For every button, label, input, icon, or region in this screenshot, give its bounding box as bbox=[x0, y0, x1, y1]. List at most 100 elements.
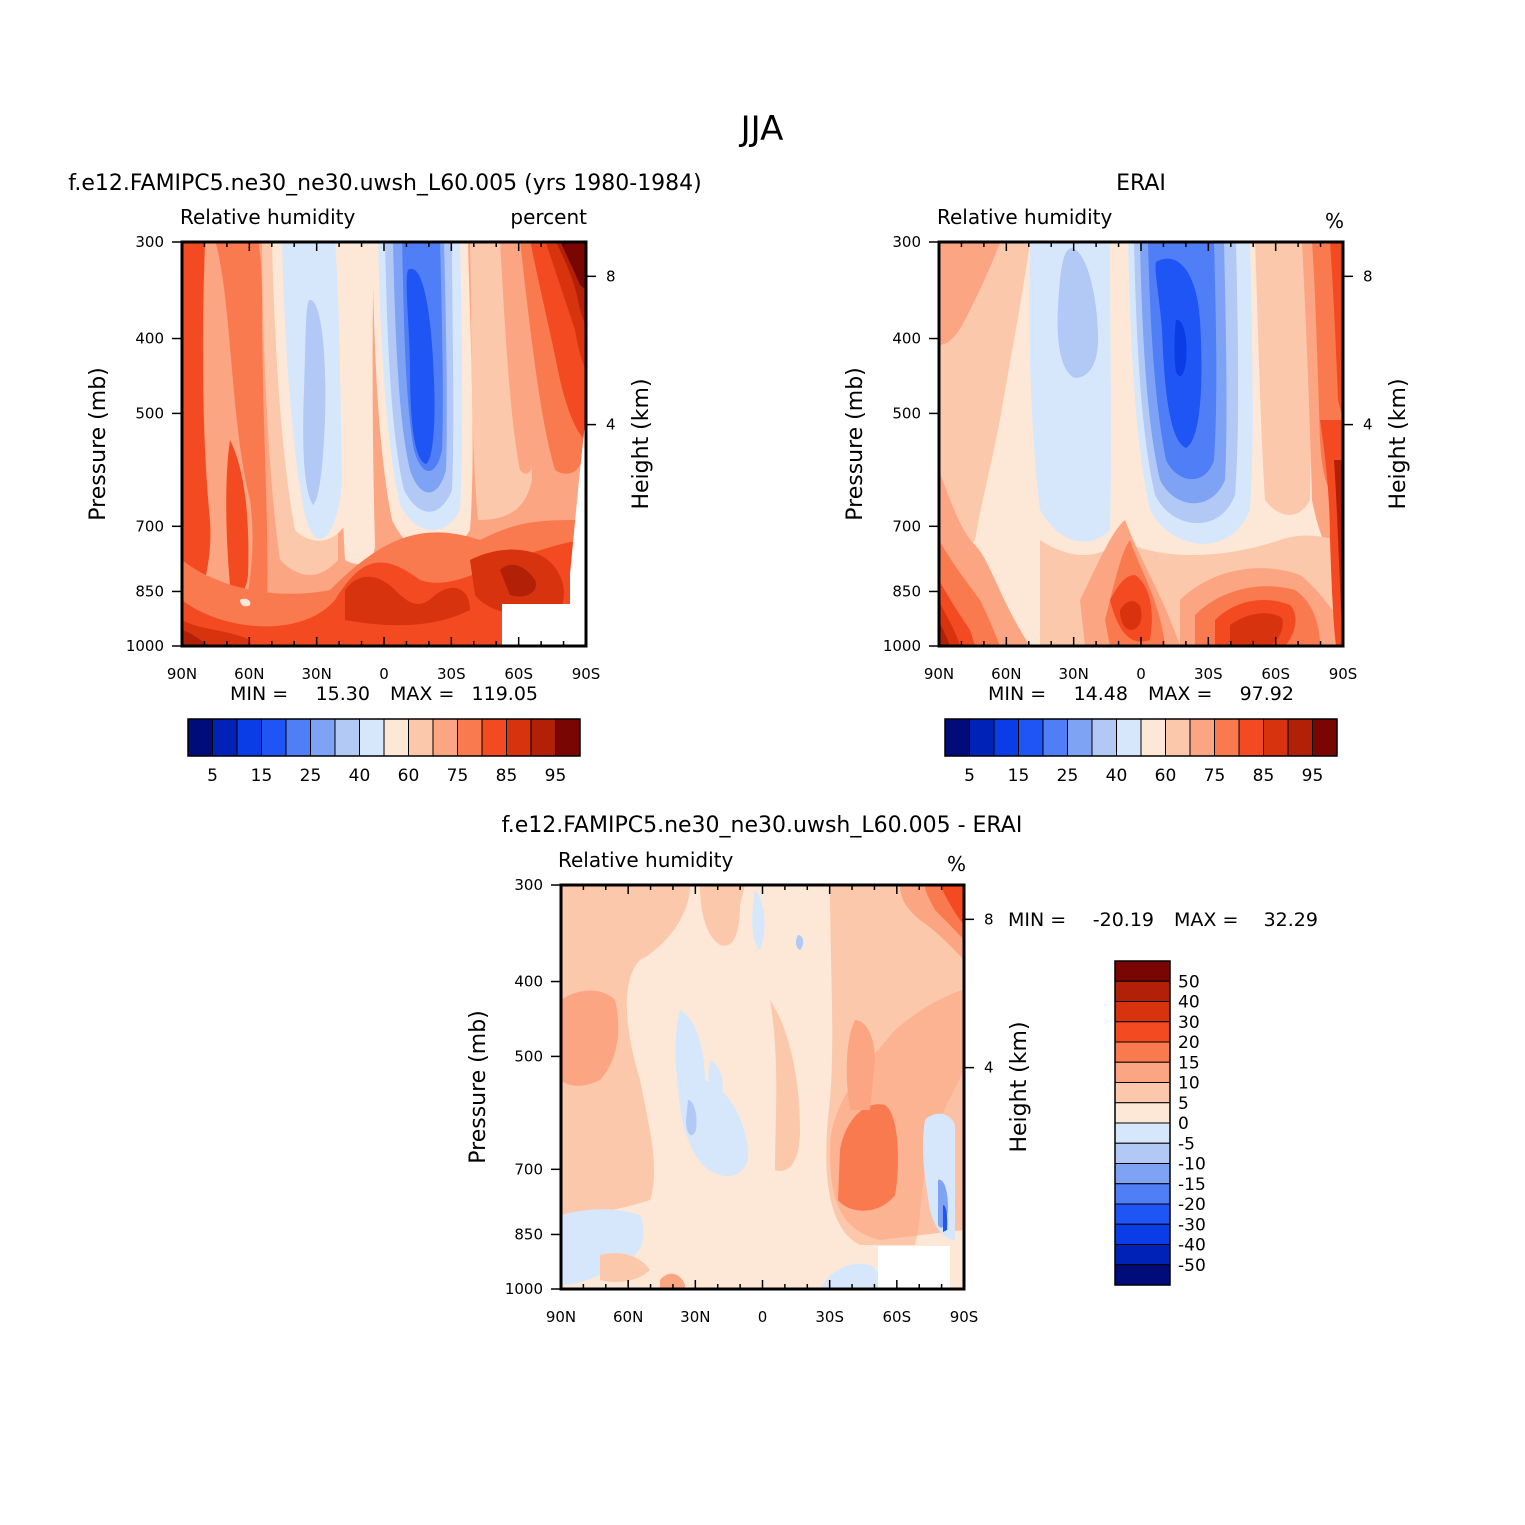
x-tick-label: 30N bbox=[680, 1308, 710, 1326]
x-tick-label: 60N bbox=[234, 665, 264, 683]
panel-diff-min-label: MIN = bbox=[1008, 909, 1066, 931]
y-tick-label: 850 bbox=[135, 582, 164, 600]
panel-obs-max-label: MAX = bbox=[1148, 683, 1212, 705]
colorbar-label: -30 bbox=[1178, 1215, 1206, 1235]
y-tick-label: 700 bbox=[514, 1160, 543, 1178]
x-tick-label: 30S bbox=[437, 665, 466, 683]
y-tick-label: 850 bbox=[892, 582, 921, 600]
panel-diff-ylabel-right: Height (km) bbox=[1007, 1021, 1032, 1152]
colorbar-swatch bbox=[236, 718, 262, 757]
contour-fill-diff bbox=[561, 885, 964, 1289]
y-right-tick-label: 4 bbox=[984, 1059, 994, 1077]
panel-obs-colorbar: 5 15 25 40 60 75 85 95 bbox=[944, 718, 1338, 786]
colorbar-label: 5 bbox=[207, 766, 218, 786]
colorbar-label: 15 bbox=[1178, 1053, 1200, 1073]
panel-diff-axes: 90N 60N 30N 0 30S 60S 90S 300 400 500 700 850 1000 8 4 bbox=[505, 876, 994, 1326]
colorbar-swatch bbox=[969, 718, 995, 757]
colorbar-label: 10 bbox=[1178, 1074, 1200, 1094]
x-tick-label: 30S bbox=[1194, 665, 1223, 683]
panel-diff-field-label: Relative humidity bbox=[558, 848, 733, 872]
colorbar-swatch bbox=[261, 718, 287, 757]
colorbar-label: 5 bbox=[1178, 1094, 1189, 1114]
colorbar-swatch bbox=[212, 718, 238, 757]
panel-obs-ylabel: Pressure (mb) bbox=[843, 367, 868, 521]
panel-obs-max-value: 97.92 bbox=[1240, 683, 1294, 705]
colorbar-label: 25 bbox=[300, 766, 322, 786]
x-tick-label: 90S bbox=[1329, 665, 1358, 683]
colorbar-label: 30 bbox=[1178, 1013, 1200, 1033]
colorbar-swatch bbox=[1114, 1183, 1171, 1205]
colorbar-swatch bbox=[334, 718, 360, 757]
panel-model-title: f.e12.FAMIPC5.ne30_ne30.uwsh_L60.005 (yr… bbox=[68, 171, 702, 196]
y-tick-label: 1000 bbox=[126, 637, 164, 655]
y-right-tick-label: 4 bbox=[606, 416, 616, 434]
colorbar-swatch bbox=[1114, 1264, 1171, 1286]
y-tick-label: 300 bbox=[892, 233, 921, 251]
colorbar-swatch bbox=[1140, 718, 1166, 757]
x-tick-label: 30S bbox=[815, 1308, 844, 1326]
panel-diff-max-value: 32.29 bbox=[1264, 909, 1318, 931]
colorbar-label: 60 bbox=[398, 766, 420, 786]
colorbar-swatch bbox=[1114, 1223, 1171, 1245]
colorbar-label: 15 bbox=[1008, 766, 1030, 786]
y-right-tick-label: 4 bbox=[1363, 416, 1373, 434]
colorbar-swatch bbox=[383, 718, 409, 757]
x-tick-label: 0 bbox=[379, 665, 389, 683]
colorbar-swatch bbox=[1116, 718, 1142, 757]
y-tick-label: 700 bbox=[892, 517, 921, 535]
panel-diff-title: f.e12.FAMIPC5.ne30_ne30.uwsh_L60.005 - E… bbox=[502, 813, 1023, 838]
colorbar-label: -40 bbox=[1178, 1236, 1206, 1256]
colorbar-swatch bbox=[1114, 1061, 1171, 1083]
colorbar-swatch bbox=[285, 718, 311, 757]
colorbar-label: -50 bbox=[1178, 1256, 1206, 1276]
colorbar-swatch bbox=[1238, 718, 1264, 757]
panel-obs-units-label: % bbox=[1325, 209, 1344, 233]
colorbar-swatch bbox=[1114, 1041, 1171, 1063]
colorbar-label: -15 bbox=[1178, 1175, 1206, 1195]
y-tick-label: 400 bbox=[892, 330, 921, 348]
x-tick-label: 30N bbox=[302, 665, 332, 683]
panel-model-colorbar: 5 15 25 40 60 75 85 95 bbox=[187, 718, 581, 786]
contour-fill-obs bbox=[939, 242, 1343, 646]
colorbar-swatch bbox=[993, 718, 1019, 757]
panel-model-min-value: 15.30 bbox=[316, 683, 370, 705]
y-tick-label: 300 bbox=[514, 876, 543, 894]
y-tick-label: 1000 bbox=[883, 637, 921, 655]
y-right-tick-label: 8 bbox=[984, 910, 994, 928]
colorbar-swatch bbox=[1114, 1122, 1171, 1144]
colorbar-swatch bbox=[1114, 1082, 1171, 1104]
colorbar-label: 0 bbox=[1178, 1114, 1189, 1134]
colorbar-swatch bbox=[1312, 718, 1338, 757]
panel-obs-axes: 90N 60N 30N 0 30S 60S 90S 300 400 500 700 850 1000 8 4 bbox=[883, 233, 1373, 683]
colorbar-label: 75 bbox=[447, 766, 469, 786]
colorbar-swatch bbox=[1114, 1001, 1171, 1023]
panel-diff-ylabel: Pressure (mb) bbox=[466, 1010, 491, 1164]
colorbar-label: 15 bbox=[251, 766, 273, 786]
x-tick-label: 90S bbox=[950, 1308, 979, 1326]
colorbar-label: 85 bbox=[496, 766, 518, 786]
panel-obs-ylabel-right: Height (km) bbox=[1386, 378, 1411, 509]
x-tick-label: 60S bbox=[504, 665, 533, 683]
colorbar-swatch bbox=[1114, 1203, 1171, 1225]
colorbar-swatch bbox=[1114, 960, 1171, 982]
colorbar-swatch bbox=[1189, 718, 1215, 757]
panel-diff-units-label: % bbox=[947, 852, 966, 876]
colorbar-label: 50 bbox=[1178, 972, 1200, 992]
colorbar-label: 5 bbox=[964, 766, 975, 786]
colorbar-label: 40 bbox=[349, 766, 371, 786]
panel-model-units-label: percent bbox=[510, 205, 587, 229]
colorbar-swatch bbox=[1067, 718, 1093, 757]
colorbar-swatch bbox=[1114, 1021, 1171, 1043]
colorbar-label: 25 bbox=[1057, 766, 1079, 786]
colorbar-label: -20 bbox=[1178, 1195, 1206, 1215]
x-tick-label: 90N bbox=[546, 1308, 576, 1326]
colorbar-swatch bbox=[457, 718, 483, 757]
colorbar-label: -5 bbox=[1178, 1134, 1195, 1154]
colorbar-label: -10 bbox=[1178, 1155, 1206, 1175]
panel-diff-min-value: -20.19 bbox=[1093, 909, 1154, 931]
colorbar-label: 20 bbox=[1178, 1033, 1200, 1053]
panel-model-max-value: 119.05 bbox=[472, 683, 538, 705]
y-tick-label: 500 bbox=[892, 404, 921, 422]
